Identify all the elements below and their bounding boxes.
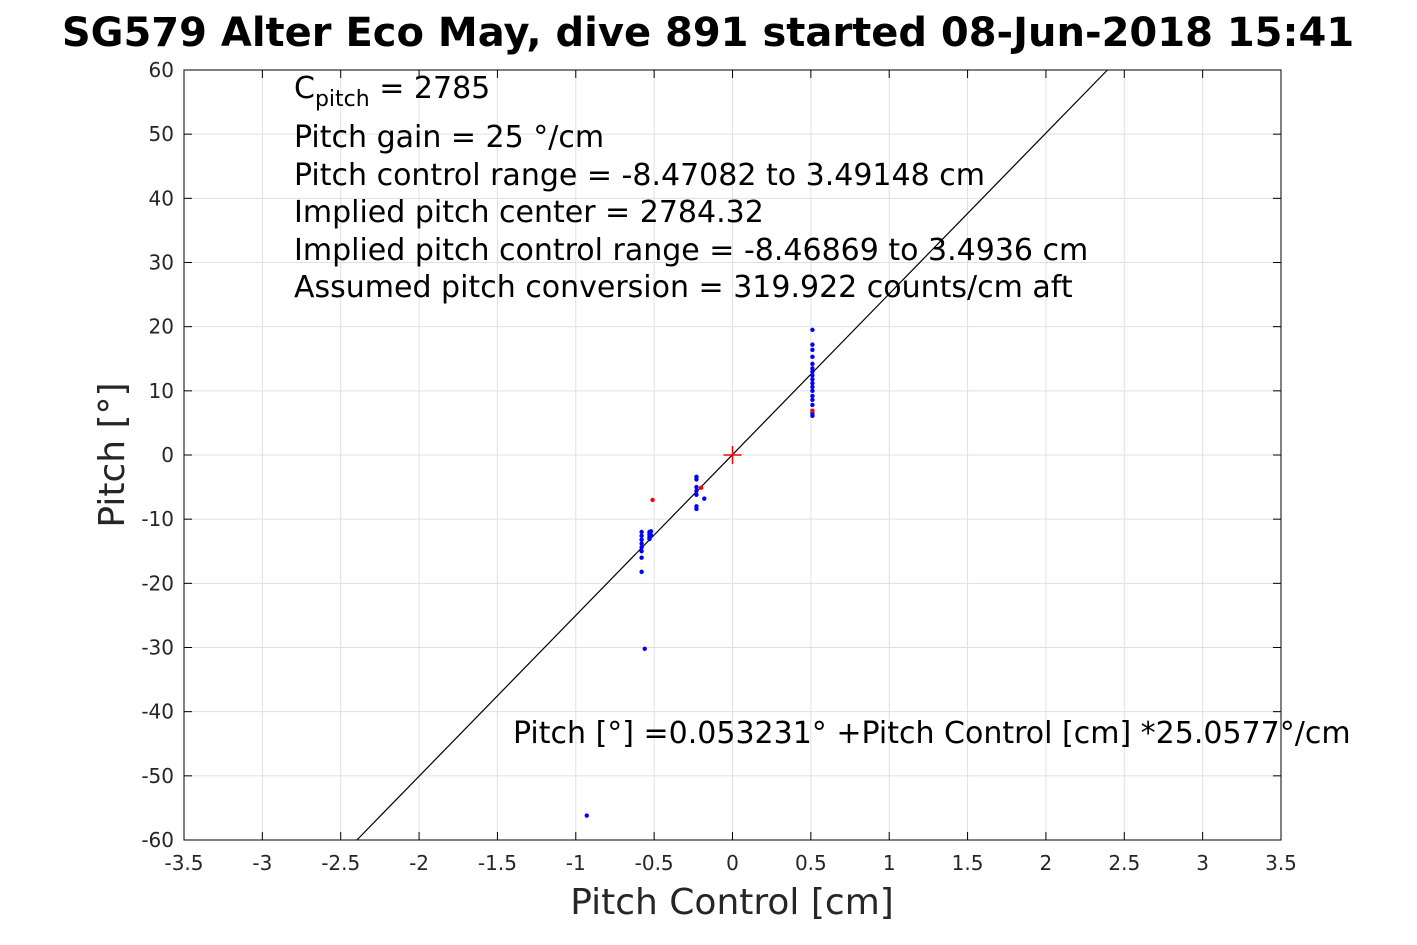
y-axis-label: Pitch [°]: [92, 382, 133, 527]
data-point: [639, 555, 644, 560]
y-tick-label: 60: [149, 58, 174, 82]
data-point: [810, 354, 815, 360]
data-point: [810, 393, 815, 399]
y-tick-label: 10: [149, 379, 174, 403]
x-tick-label: 1.5: [952, 851, 984, 875]
y-tick-label: 50: [149, 122, 174, 146]
y-tick-label: 30: [149, 251, 174, 275]
data-point: [810, 388, 815, 394]
data-point: [694, 506, 699, 512]
data-point: [694, 488, 699, 494]
data-point: [702, 496, 707, 501]
assumed-conversion-annotation: Assumed pitch conversion = 319.922 count…: [294, 270, 1073, 305]
tick-labels: -3.5 -3 -2.5 -2 -1.5 -1 -0.5 0 0.5 1 1.5 2 2.5 3 3.5 -6…: [141, 58, 1297, 875]
data-point: [639, 541, 644, 546]
data-point: [639, 537, 644, 542]
data-point: [639, 529, 644, 535]
y-tick-label: -10: [141, 507, 174, 531]
x-tick-label: 3: [1196, 851, 1209, 875]
data-point: [810, 366, 815, 371]
data-point: [810, 413, 815, 419]
data-point: [810, 380, 815, 386]
data-point: [810, 384, 815, 390]
y-tick-label: 0: [161, 443, 174, 467]
y-tick-label: -30: [141, 636, 174, 660]
data-points: [584, 327, 815, 818]
data-point: [810, 402, 815, 408]
chart-title: SG579 Alter Eco May, dive 891 started 08…: [62, 10, 1354, 56]
x-tick-label: -2.5: [321, 851, 360, 875]
data-point: [639, 533, 644, 539]
x-tick-label: -1.5: [478, 851, 517, 875]
cpitch-annotation: Cpitch = 2785: [294, 71, 490, 112]
center-marker: [723, 446, 742, 464]
data-point: [810, 342, 815, 347]
data-point: [694, 484, 699, 490]
x-tick-label: 0.5: [795, 851, 827, 875]
data-point: [642, 646, 647, 651]
implied-center-annotation: Implied pitch center = 2784.32: [294, 195, 764, 230]
y-tick-label: -20: [141, 571, 174, 595]
data-point: [648, 529, 654, 534]
data-point: [694, 477, 699, 482]
data-point: [810, 373, 815, 378]
data-point: [647, 536, 652, 542]
y-tick-label: 20: [149, 315, 174, 339]
y-tick-label: -40: [141, 700, 174, 724]
data-point: [810, 361, 815, 367]
x-tick-label: -3: [252, 851, 272, 875]
x-tick-label: 2: [1040, 851, 1053, 875]
control-range-annotation: Pitch control range = -8.47082 to 3.4914…: [294, 158, 985, 193]
x-tick-label: -3.5: [164, 851, 203, 875]
cpitch-subscript: pitch: [315, 87, 370, 112]
data-point: [639, 549, 644, 554]
pitch-gain-annotation: Pitch gain = 25 °/cm: [294, 120, 604, 155]
data-point: [810, 347, 815, 352]
data-point: [810, 327, 815, 333]
data-point: [698, 485, 704, 490]
data-point: [694, 492, 699, 497]
data-point: [584, 813, 589, 818]
x-axis-label: Pitch Control [cm]: [570, 882, 894, 923]
cpitch-value: = 2785: [370, 71, 491, 106]
x-tick-label: 0: [726, 851, 739, 875]
y-tick-label: -60: [141, 828, 174, 852]
x-tick-label: 1: [883, 851, 896, 875]
data-point: [810, 408, 815, 413]
implied-range-annotation: Implied pitch control range = -8.46869 t…: [294, 233, 1088, 268]
data-point: [810, 397, 815, 403]
x-tick-label: -2: [409, 851, 429, 875]
fit-equation-annotation: Pitch [°] =0.053231° +Pitch Control [cm]…: [513, 716, 1351, 751]
data-point: [810, 369, 815, 374]
plot-frame: [183, 69, 1282, 841]
cpitch-main: C: [294, 71, 315, 106]
data-point: [650, 497, 655, 503]
data-point: [639, 569, 644, 574]
y-tick-label: -50: [141, 764, 174, 788]
x-tick-label: -1: [566, 851, 586, 875]
x-tick-label: -0.5: [635, 851, 674, 875]
data-point: [648, 533, 654, 538]
x-tick-label: 2.5: [1108, 851, 1140, 875]
y-tick-label: 40: [149, 186, 174, 210]
data-point: [810, 377, 815, 382]
x-tick-label: 3.5: [1265, 851, 1297, 875]
data-point: [639, 545, 644, 550]
